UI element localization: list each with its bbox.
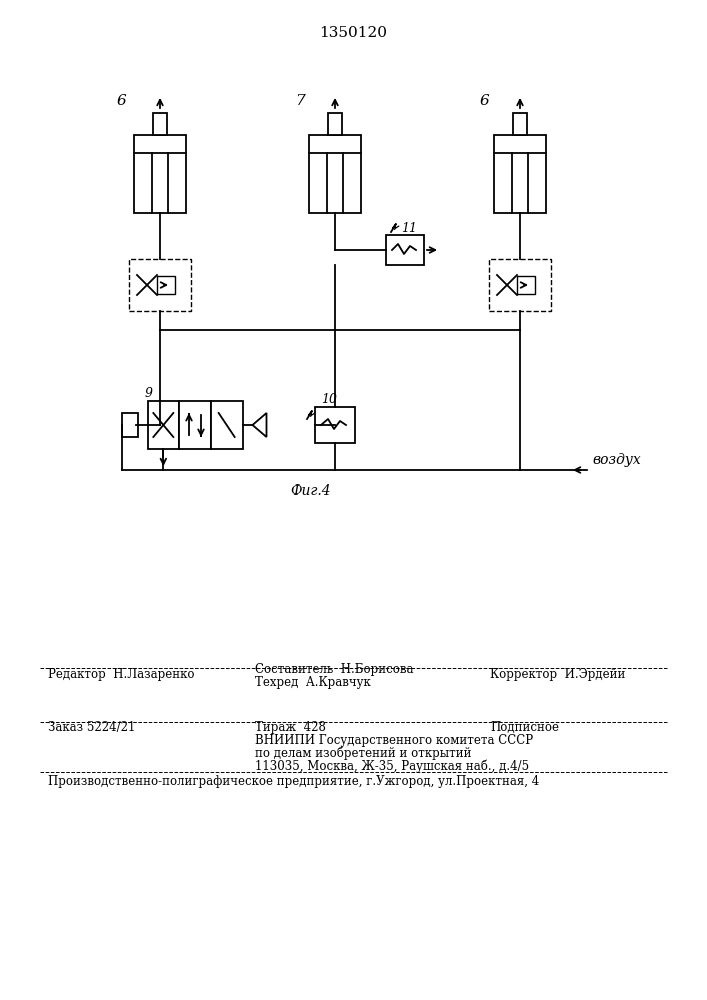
Text: 6: 6 (117, 94, 127, 108)
Text: Заказ 5224/21: Заказ 5224/21 (48, 721, 135, 734)
Bar (122, 413, 137, 437)
Text: Редактор  Н.Лазаренко: Редактор Н.Лазаренко (48, 668, 194, 681)
Text: по делам изобретений и открытий: по делам изобретений и открытий (255, 746, 472, 760)
Bar (489, 259, 551, 311)
Text: 113035, Москва, Ж-35, Раушская наб., д.4/5: 113035, Москва, Ж-35, Раушская наб., д.4… (255, 760, 529, 773)
Text: Фиг.4: Фиг.4 (290, 484, 331, 498)
Bar (309, 135, 361, 213)
Bar (513, 113, 527, 135)
Bar (129, 259, 191, 311)
Text: ВНИИПИ Государственного комитета СССР: ВНИИПИ Государственного комитета СССР (255, 734, 533, 747)
Text: 11: 11 (401, 222, 417, 235)
Text: Корректор  И.Эрдейи: Корректор И.Эрдейи (490, 668, 626, 681)
Bar (315, 407, 355, 443)
Bar (328, 113, 342, 135)
Text: 6: 6 (480, 94, 490, 108)
Text: 1350120: 1350120 (319, 26, 387, 40)
Text: 9: 9 (144, 387, 153, 400)
Bar (148, 401, 179, 449)
Text: 7: 7 (295, 94, 305, 108)
Bar (386, 235, 424, 265)
Text: Производственно-полиграфическое предприятие, г.Ужгород, ул.Проектная, 4: Производственно-полиграфическое предприя… (48, 775, 539, 788)
Bar (517, 276, 535, 294)
Bar (134, 135, 186, 213)
Text: Подписное: Подписное (490, 721, 559, 734)
Bar (153, 113, 167, 135)
Bar (179, 401, 211, 449)
Text: Тираж  428: Тираж 428 (255, 721, 326, 734)
Bar (211, 401, 243, 449)
Text: воздух: воздух (592, 453, 641, 467)
Bar (494, 135, 546, 213)
Text: Техред  А.Кравчук: Техред А.Кравчук (255, 676, 370, 689)
Polygon shape (252, 413, 267, 437)
Bar (157, 276, 175, 294)
Text: 10: 10 (321, 393, 337, 406)
Text: Составитель  Н.Борисова: Составитель Н.Борисова (255, 663, 414, 676)
